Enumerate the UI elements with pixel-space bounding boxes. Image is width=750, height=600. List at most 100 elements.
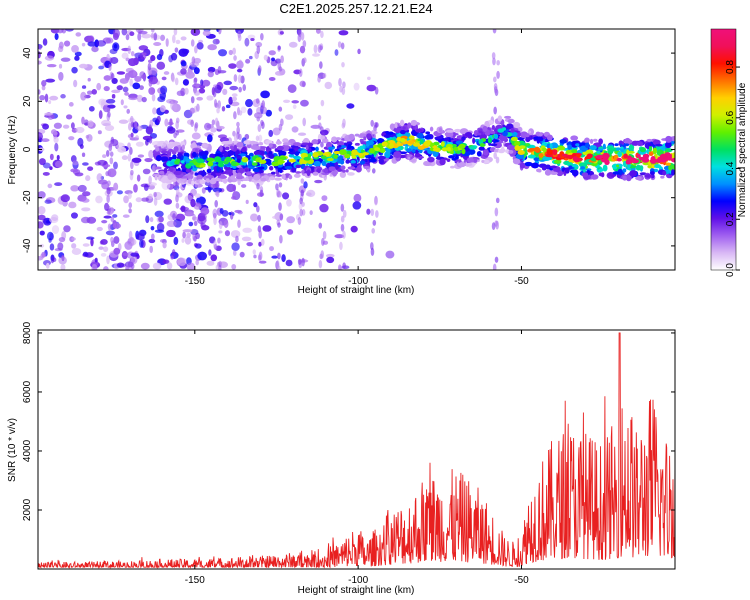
- spectrogram-noise-blob: [116, 262, 125, 268]
- spectrogram-noise-blob: [40, 138, 50, 143]
- spectrogram-ridge-blob: [245, 171, 252, 176]
- spectrogram-ridge-blob: [350, 163, 360, 167]
- spectrogram-ridge-blob: [394, 121, 398, 129]
- spectrogram-ridge-blob: [327, 146, 335, 150]
- spectrogram-noise-blob: [228, 212, 232, 216]
- spectrogram-noise-blob: [258, 134, 263, 143]
- spectrogram-noise-blob: [38, 89, 41, 95]
- spectrogram-ridge-blob: [506, 123, 514, 130]
- spectrogram-streak-blob: [342, 81, 346, 89]
- spectrogram-ridge-blob: [158, 145, 162, 153]
- spectrogram-noise-blob: [180, 68, 187, 75]
- spectrogram-noise-blob: [113, 44, 118, 49]
- spectrogram-noise-blob: [58, 71, 64, 81]
- spectrogram-core-blob: [180, 160, 185, 164]
- spectrogram-noise-blob: [75, 126, 85, 134]
- snr-y-label: SNR (10 * v/v): [7, 418, 18, 482]
- spectrogram-noise-blob: [148, 238, 156, 244]
- spectrogram-ridge-blob: [578, 162, 588, 168]
- spectrogram-noise-blob: [49, 95, 59, 101]
- spectrogram-streak-blob: [129, 115, 134, 123]
- spectrogram-noise-blob: [221, 106, 226, 112]
- spectrogram-ridge-blob: [652, 147, 658, 155]
- spectrogram-noise-blob: [176, 90, 185, 97]
- spectrogram-ridge-blob: [612, 171, 621, 175]
- spectrogram-streak-blob: [127, 153, 132, 162]
- spectrogram-noise-blob: [159, 239, 166, 243]
- spectrogram-noise-blob: [300, 99, 309, 107]
- spectrogram-streak-blob: [110, 72, 115, 80]
- spectrogram-ridge-blob: [575, 143, 580, 147]
- spectrogram-streak-blob: [153, 197, 158, 206]
- spectrogram-noise-blob: [245, 58, 251, 64]
- spectrogram-noise-blob: [357, 48, 361, 55]
- spectrogram-noise-blob: [250, 37, 255, 42]
- spectrogram-noise-blob: [49, 166, 53, 171]
- spectrogram-streak-blob: [495, 156, 500, 164]
- spectrogram-ridge-blob: [519, 162, 526, 169]
- spectrogram-noise-blob: [262, 225, 272, 232]
- spectrogram-noise-blob: [194, 243, 202, 249]
- spectrogram-ridge-blob: [622, 168, 627, 173]
- spectrogram-noise-blob: [206, 95, 214, 101]
- spectrogram-core-blob: [441, 147, 448, 152]
- spectrogram-streak-blob: [256, 182, 260, 190]
- spectrogram-ridge-blob: [347, 172, 355, 176]
- spectrogram-core-blob: [206, 157, 215, 162]
- spectrogram-noise-blob: [138, 30, 148, 35]
- spectrogram-noise-blob: [136, 174, 141, 182]
- spectrogram-ridge-blob: [155, 146, 160, 152]
- spectrogram-ridge-blob: [154, 175, 158, 181]
- spectrogram-streak-blob: [232, 190, 237, 197]
- spectrogram-noise-blob: [137, 154, 145, 158]
- spectrogram-noise-blob: [135, 141, 144, 147]
- spectrogram-ridge-blob: [402, 126, 406, 130]
- spectrogram-ridge-blob: [458, 161, 466, 168]
- spectrogram-ridge-blob: [224, 140, 233, 145]
- colorbar-tick-label: 0.2: [725, 212, 736, 226]
- spectrogram-core-blob: [351, 151, 360, 156]
- spectrogram-noise-blob: [54, 142, 59, 152]
- spectrogram-ridge-blob: [282, 142, 292, 146]
- spectrogram-ridge-blob: [488, 130, 496, 134]
- spectrogram-streak-blob: [151, 165, 156, 173]
- spectrogram-ridge-blob: [311, 139, 319, 145]
- spectrogram-noise-blob: [185, 209, 194, 216]
- spectrogram-noise-blob: [44, 199, 52, 204]
- spectrogram-streak-blob: [261, 100, 266, 109]
- spectrogram-streak-blob: [302, 81, 306, 88]
- spectrogram-noise-blob: [207, 44, 217, 51]
- spectrogram-noise-blob: [86, 90, 93, 95]
- spectrogram-noise-blob: [173, 236, 179, 246]
- spectrogram-noise-blob: [186, 232, 191, 238]
- spectrogram-noise-blob: [141, 74, 147, 80]
- spectrogram-ridge-blob: [581, 172, 589, 178]
- spectrogram-ridge-blob: [550, 171, 559, 176]
- spectrogram-noise-blob: [111, 94, 116, 99]
- spectrogram-noise-blob: [53, 136, 59, 144]
- spectrogram-noise-blob: [117, 146, 127, 153]
- spectrogram-noise-blob: [103, 266, 109, 270]
- spectrogram-ridge-blob: [444, 131, 454, 138]
- spectrogram-ridge-blob: [258, 142, 264, 146]
- spectrogram-noise-blob: [312, 53, 320, 57]
- spectrogram-core-blob: [625, 160, 632, 165]
- snr-panel: -150 -100 -50 2000 4000 6000 8000 Height of s…: [7, 321, 676, 596]
- spectrogram-ridge-blob: [621, 141, 625, 145]
- spectrogram-core-blob: [312, 152, 319, 158]
- spectrogram-noise-blob: [285, 259, 293, 267]
- spectrogram-noise-blob: [97, 130, 102, 135]
- spectrogram-ridge-blob: [253, 150, 261, 156]
- spectrogram-streak-blob: [256, 45, 261, 54]
- spectrogram-ridge-blob: [439, 158, 446, 166]
- spectrogram-ridge-blob: [332, 169, 338, 177]
- spectrogram-noise-blob: [70, 168, 79, 173]
- spectrogram-streak-blob: [492, 57, 496, 66]
- spectrogram-ridge-blob: [171, 178, 177, 183]
- spectrogram-streak-blob: [125, 34, 130, 41]
- spectrogram-ridge-blob: [491, 124, 495, 130]
- spectrogram-core-blob: [650, 157, 656, 161]
- spectrogram-noise-blob: [38, 131, 44, 141]
- spectrogram-ridge-blob: [512, 121, 521, 129]
- spectrogram-streak-blob: [278, 106, 283, 112]
